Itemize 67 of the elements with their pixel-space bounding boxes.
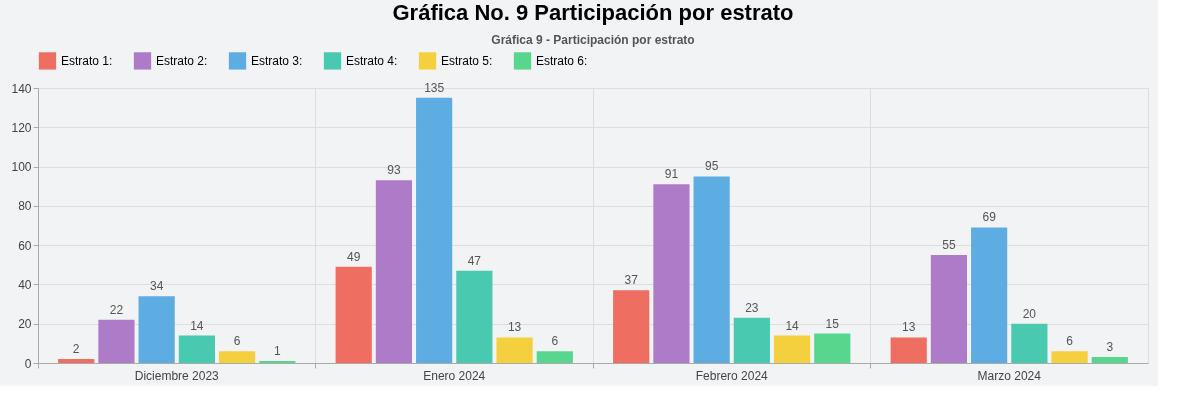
bar	[456, 270, 493, 363]
y-tick-label: 20	[18, 317, 32, 332]
legend-label: Estrato 6:	[536, 53, 588, 68]
bar	[693, 176, 730, 363]
bar	[653, 184, 690, 363]
bar	[375, 180, 413, 363]
x-tick-label: Febrero 2024	[695, 368, 769, 383]
bar	[930, 254, 968, 363]
data-label: 14	[785, 318, 800, 333]
bar	[536, 351, 573, 363]
bar	[335, 266, 372, 363]
data-label: 93	[387, 163, 401, 178]
bar	[773, 335, 811, 363]
bar	[971, 227, 1008, 363]
x-tick-label: Diciembre 2023	[134, 368, 220, 383]
y-tick-label: 0	[24, 356, 32, 371]
y-tick-label: 120	[11, 120, 32, 135]
data-label: 3	[1106, 340, 1114, 355]
bar	[733, 317, 770, 363]
data-label: 49	[347, 249, 361, 264]
bar	[218, 351, 256, 363]
bar	[98, 319, 135, 363]
bar	[496, 337, 533, 363]
data-label: 47	[467, 253, 482, 268]
y-tick-label: 40	[18, 277, 32, 292]
legend-label: Estrato 1:	[61, 53, 113, 68]
bar	[1051, 351, 1088, 363]
y-tick-label: 140	[11, 81, 32, 96]
legend-label: Estrato 3:	[251, 53, 303, 68]
chart-title: Gráfica No. 9 Participación por estrato	[392, 0, 794, 25]
bar	[138, 296, 175, 363]
legend-label: Estrato 5:	[441, 53, 493, 68]
data-label: 95	[704, 159, 719, 174]
data-label: 6	[551, 334, 559, 349]
data-label: 69	[982, 210, 997, 225]
bar	[1011, 323, 1048, 363]
legend-label: Estrato 2:	[156, 53, 208, 68]
bar	[58, 359, 95, 363]
y-tick-label: 60	[18, 238, 32, 253]
data-label: 20	[1022, 306, 1037, 321]
bar	[890, 337, 927, 363]
data-label: 6	[1066, 334, 1074, 349]
data-label: 13	[507, 320, 522, 335]
bar	[1091, 357, 1128, 363]
data-label: 91	[664, 167, 679, 182]
data-label: 6	[233, 334, 241, 349]
data-label: 23	[745, 300, 759, 315]
data-label: 2	[72, 342, 80, 357]
bar	[416, 97, 453, 363]
data-label: 14	[190, 318, 204, 333]
data-label: 1	[273, 344, 281, 359]
x-tick-label: Marzo 2024	[977, 368, 1042, 383]
bar	[178, 335, 215, 363]
y-tick-label: 100	[11, 160, 32, 175]
data-label: 34	[149, 279, 164, 294]
chart-subtitle: Gráfica 9 - Participación por estrato	[491, 33, 695, 47]
data-label: 135	[424, 80, 445, 95]
bar	[613, 290, 650, 363]
data-label: 22	[109, 302, 124, 317]
x-tick-label: Enero 2024	[423, 368, 486, 383]
y-tick-label: 80	[18, 199, 32, 214]
bar	[814, 333, 851, 363]
data-label: 55	[942, 237, 956, 252]
data-label: 13	[902, 320, 916, 335]
data-label: 15	[825, 316, 840, 331]
legend-label: Estrato 4:	[346, 53, 398, 68]
data-label: 37	[624, 273, 639, 288]
